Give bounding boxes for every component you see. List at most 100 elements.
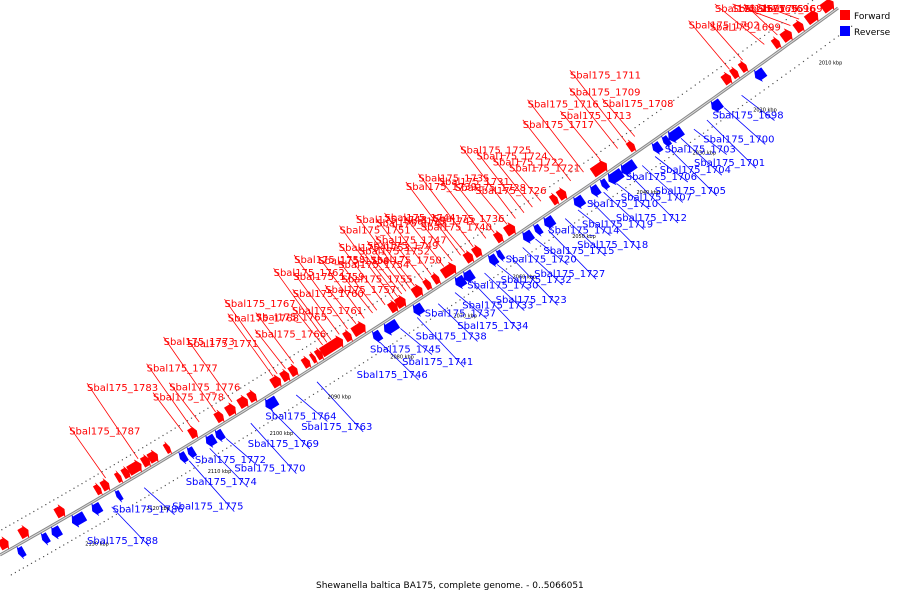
legend-forward-label: Forward [854,12,890,22]
tick-dot [472,290,474,293]
gene-label: Sbal175_1753 [339,243,410,254]
tick-dot [556,233,559,236]
tick-dot [301,348,304,350]
reverse-gene-arrow [607,168,625,186]
tick-dot [397,287,399,289]
tick-dot [190,417,193,419]
reverse-gene-arrow [661,135,673,148]
reverse-gene-arrow [454,274,468,289]
forward-gene-arrow [819,0,835,14]
tick-dot [277,364,279,366]
tick-dot [493,276,495,279]
tick-dot [599,204,601,206]
gene-label: Sbal175_1723 [496,295,567,306]
reverse-gene-arrow [383,318,401,336]
gene-label: Sbal175_1737 [425,309,496,320]
gene-label: Sbal175_1759 [293,272,364,283]
label-leader [152,392,184,433]
tick-dot [829,41,831,43]
tick-dot [30,562,33,564]
gene-label: Sbal175_1701 [694,158,765,169]
tick-dot [359,311,362,313]
tick-dot [91,528,93,530]
forward-gene-arrow [187,425,199,440]
gene-label: Sbal175_1710 [587,199,658,210]
gene-label: Sbal175_1758 [294,255,365,266]
label-leader [680,138,723,176]
gene-label: Sbal175_1745 [370,345,441,356]
forward-gene-arrow [162,441,173,455]
forward-gene-arrow [555,187,568,201]
tick-dot [199,412,201,414]
tick-dot [236,390,238,392]
gene-label: Sbal175_1743 [376,219,447,230]
gene-label: Sbal175_1721 [509,163,580,174]
gene-label: Sbal175_1700 [703,134,774,145]
tick-dot [673,99,675,101]
tick-dot [259,427,261,429]
tick-dot [608,144,610,147]
tick-dot [553,183,555,185]
tick-dot [310,343,312,345]
tick-dot [694,84,696,86]
tick-dot [464,243,466,245]
tick-dot [781,76,783,78]
gene-label: Sbal175_1694 [758,4,829,15]
tick-dot [354,367,356,369]
tick-dot [158,437,160,439]
gene-label: Sbal175_1707 [621,193,692,204]
tick-dot [230,445,232,447]
label-leader [420,222,453,262]
label-leader [714,3,765,45]
gene-label: Sbal175_1788 [87,536,158,547]
tick-dot [807,3,809,5]
tick-dot [347,319,349,321]
label-leader [454,182,495,234]
tick-dot [498,220,500,222]
tick-dot [741,104,744,107]
kbp-label: 2120 kbp [146,506,170,512]
reverse-gene-arrow [40,532,51,546]
tick-dot [160,487,162,489]
gene-label: Sbal175_1740 [421,223,492,234]
tick-dot [724,62,727,65]
label-leader [564,218,606,257]
backbone-highlight [0,7,839,556]
label-leader [405,181,461,256]
tick-dot [174,427,176,429]
reverse-gene-arrow [667,125,686,144]
label-leader [293,254,348,330]
gene-label: Sbal175_1733 [462,301,533,312]
gene-label: Sbal175_1746 [357,370,428,381]
tick-dot [22,567,24,569]
reverse-gene-arrow [186,446,198,460]
label-leader [688,20,730,70]
tick-dot [63,544,65,546]
tick-dot [578,219,580,221]
tick-dot [686,90,688,92]
tick-dot [300,401,302,403]
tick-dot [422,270,424,273]
tick-dots [1,0,853,576]
forward-gene-arrow [430,272,442,285]
label-leader [496,264,530,291]
label-leader [437,303,478,342]
label-leader [358,246,399,298]
tick-dot [140,499,142,501]
forward-gene-arrow [139,454,151,468]
forward-gene-arrow [470,244,483,259]
reverse-gene-arrow [599,178,611,191]
tick-dot [34,560,37,562]
tick-dot [181,475,183,477]
tick-dot [750,98,752,100]
tick-dot [252,379,254,381]
tick-dot [69,490,71,492]
tick-dot [59,546,61,548]
tick-dot [217,452,220,454]
tick-dot [85,480,87,482]
forward-gene-arrow [313,347,325,361]
label-leader [324,284,357,325]
tick-dot [195,415,197,417]
tick-dot [285,359,287,361]
gene-label: Sbal175_1739 [406,182,477,193]
